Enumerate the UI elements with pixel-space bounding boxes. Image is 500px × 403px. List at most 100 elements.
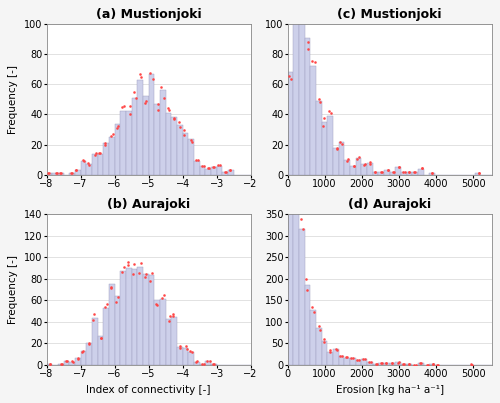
Bar — [430, 364, 435, 365]
Bar — [120, 271, 126, 365]
Bar — [92, 154, 98, 174]
Y-axis label: Frequency [-]: Frequency [-] — [8, 65, 18, 134]
Bar — [138, 267, 143, 365]
Bar — [401, 364, 406, 365]
Bar — [293, 0, 299, 174]
Bar — [160, 90, 166, 174]
Bar — [418, 169, 424, 174]
Bar — [172, 317, 177, 365]
Bar — [126, 268, 132, 365]
Bar — [222, 172, 228, 174]
Bar — [148, 274, 154, 365]
Bar — [396, 362, 401, 365]
Bar — [390, 363, 396, 365]
Bar — [310, 66, 316, 174]
Bar — [109, 137, 114, 174]
Bar — [86, 343, 92, 365]
Bar — [46, 364, 52, 365]
Bar — [138, 80, 143, 174]
Bar — [75, 170, 80, 174]
Bar — [166, 319, 172, 365]
Bar — [206, 361, 211, 365]
Bar — [333, 147, 338, 174]
Bar — [75, 359, 80, 365]
Bar — [114, 296, 120, 365]
Bar — [288, 72, 293, 174]
Bar — [362, 359, 367, 365]
Bar — [350, 166, 356, 174]
Bar — [338, 141, 344, 174]
Text: (a) Mustionjoki: (a) Mustionjoki — [96, 8, 202, 21]
Bar — [200, 166, 205, 174]
Bar — [328, 351, 333, 365]
Bar — [362, 164, 367, 174]
X-axis label: Erosion [kg ha⁻¹ a⁻¹]: Erosion [kg ha⁻¹ a⁻¹] — [336, 385, 444, 395]
Bar — [384, 363, 390, 365]
Bar — [132, 269, 138, 365]
Bar — [344, 160, 350, 174]
Bar — [194, 161, 200, 174]
Bar — [304, 38, 310, 174]
Bar — [52, 173, 58, 174]
Bar — [206, 169, 211, 174]
Text: (c) Mustionjoki: (c) Mustionjoki — [338, 8, 442, 21]
Bar — [103, 143, 109, 174]
Bar — [46, 173, 52, 174]
Bar — [143, 274, 148, 365]
Bar — [356, 360, 362, 365]
Bar — [378, 172, 384, 174]
Bar — [328, 116, 333, 174]
Bar — [338, 356, 344, 365]
Bar — [177, 347, 182, 365]
Bar — [406, 172, 412, 174]
Bar — [372, 172, 378, 174]
Bar — [316, 101, 322, 174]
Bar — [390, 172, 396, 174]
Bar — [143, 96, 148, 174]
Bar — [182, 133, 188, 174]
Bar — [80, 351, 86, 365]
Bar — [86, 164, 92, 174]
Bar — [177, 125, 182, 174]
Bar — [474, 173, 480, 174]
Bar — [69, 173, 75, 174]
Bar — [350, 358, 356, 365]
Bar — [80, 161, 86, 174]
Bar — [412, 172, 418, 174]
Bar — [58, 173, 64, 174]
Bar — [288, 63, 293, 365]
Bar — [188, 139, 194, 174]
Bar — [148, 74, 154, 174]
Bar — [304, 285, 310, 365]
Bar — [103, 308, 109, 365]
Bar — [160, 299, 166, 365]
Bar — [69, 362, 75, 365]
Bar — [172, 118, 177, 174]
Bar — [316, 328, 322, 365]
Bar — [367, 163, 372, 174]
Bar — [344, 357, 350, 365]
Bar — [322, 122, 328, 174]
Bar — [367, 361, 372, 365]
Bar — [182, 348, 188, 365]
Bar — [384, 170, 390, 174]
Bar — [166, 113, 172, 174]
Bar — [120, 112, 126, 174]
Bar — [154, 104, 160, 174]
Bar — [418, 363, 424, 365]
Bar — [406, 364, 412, 365]
Bar — [372, 364, 378, 365]
X-axis label: Index of connectivity [-]: Index of connectivity [-] — [86, 385, 211, 395]
Bar — [216, 166, 222, 174]
Bar — [211, 364, 216, 365]
Bar — [401, 172, 406, 174]
Bar — [299, 0, 304, 174]
Text: (d) Aurajoki: (d) Aurajoki — [348, 198, 431, 212]
Bar — [430, 173, 435, 174]
Bar — [378, 363, 384, 365]
Bar — [188, 352, 194, 365]
Bar — [194, 362, 200, 365]
Bar — [114, 123, 120, 174]
Bar — [299, 229, 304, 365]
Bar — [356, 158, 362, 174]
